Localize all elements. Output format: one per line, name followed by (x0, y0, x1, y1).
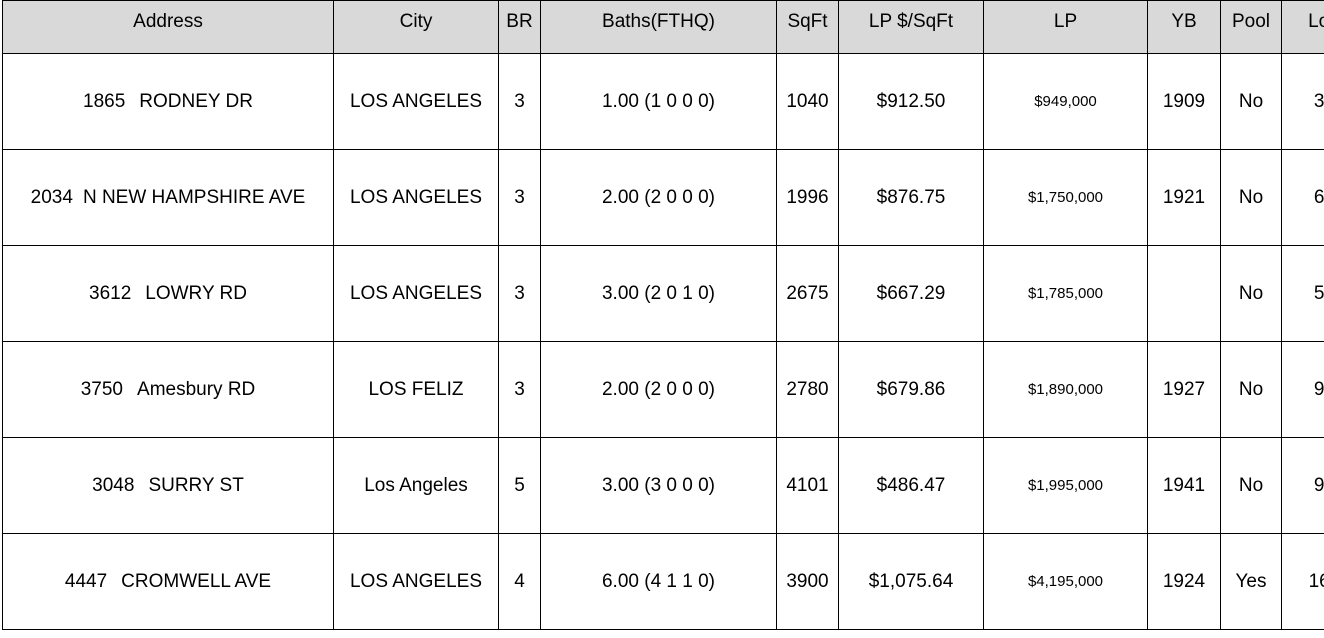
cell-yb (1147, 245, 1221, 342)
cell-br: 4 (498, 533, 541, 630)
cell-lp: $949,000 (983, 53, 1148, 150)
header-sqft: SqFt (776, 0, 839, 54)
cell-sqft: 4101 (776, 437, 839, 534)
cell-baths: 3.00 (3 0 0 0) (540, 437, 777, 534)
cell-lot: 6500 (1281, 149, 1324, 246)
cell-yb: 1921 (1147, 149, 1221, 246)
cell-lp-sqft: $876.75 (838, 149, 984, 246)
cell-address: 1865 RODNEY DR (2, 53, 334, 150)
address-number: 3612 (89, 282, 132, 304)
cell-city: LOS ANGELES (333, 533, 499, 630)
cell-br: 5 (498, 437, 541, 534)
cell-pool: No (1220, 437, 1282, 534)
table-row: 3048 SURRY ST Los Angeles 5 3.00 (3 0 0 0… (2, 437, 1324, 534)
header-lot: Lot Sz (1281, 0, 1324, 54)
header-baths: Baths(FTHQ) (540, 0, 777, 54)
address-number: 3048 (92, 474, 135, 496)
table-row: 4447 CROMWELL AVE LOS ANGELES 4 6.00 (4 1… (2, 533, 1324, 630)
address-street: CROMWELL AVE (121, 570, 272, 592)
cell-address: 3048 SURRY ST (2, 437, 334, 534)
cell-city: LOS ANGELES (333, 149, 499, 246)
header-br: BR (498, 0, 541, 54)
cell-lot: 5428 (1281, 245, 1324, 342)
address-number: 3750 (80, 378, 124, 400)
cell-lot: 3504 (1281, 53, 1324, 150)
cell-sqft: 3900 (776, 533, 839, 630)
cell-sqft: 1040 (776, 53, 839, 150)
cell-pool: No (1220, 341, 1282, 438)
cell-lp: $1,785,000 (983, 245, 1148, 342)
cell-pool: Yes (1220, 533, 1282, 630)
header-yb: YB (1147, 0, 1221, 54)
cell-baths: 1.00 (1 0 0 0) (540, 53, 777, 150)
header-row: Address City BR Baths(FTHQ) SqFt LP $/Sq… (2, 0, 1324, 54)
cell-lp: $1,750,000 (983, 149, 1148, 246)
cell-address: 3750 Amesbury RD (2, 341, 334, 438)
cell-city: LOS ANGELES (333, 245, 499, 342)
cell-lot: 9169 (1281, 341, 1324, 438)
address-number: 1865 (83, 90, 126, 112)
cell-sqft: 1996 (776, 149, 839, 246)
cell-br: 3 (498, 53, 541, 150)
cell-br: 3 (498, 149, 541, 246)
cell-yb: 1941 (1147, 437, 1221, 534)
cell-city: Los Angeles (333, 437, 499, 534)
cell-yb: 1927 (1147, 341, 1221, 438)
cell-baths: 2.00 (2 0 0 0) (540, 149, 777, 246)
cell-lot: 16479 (1281, 533, 1324, 630)
cell-address: 2034 N NEW HAMPSHIRE AVE (2, 149, 334, 246)
address-street: LOWRY RD (145, 282, 247, 304)
cell-br: 3 (498, 341, 541, 438)
cell-lp: $4,195,000 (983, 533, 1148, 630)
header-city: City (333, 0, 499, 54)
cell-pool: No (1220, 149, 1282, 246)
cell-address: 3612 LOWRY RD (2, 245, 334, 342)
header-pool: Pool (1220, 0, 1282, 54)
cell-lp: $1,890,000 (983, 341, 1148, 438)
table-row: 2034 N NEW HAMPSHIRE AVE LOS ANGELES 3 2.… (2, 149, 1324, 246)
cell-lp-sqft: $679.86 (838, 341, 984, 438)
cell-city: LOS ANGELES (333, 53, 499, 150)
header-address: Address (2, 0, 334, 54)
cell-address: 4447 CROMWELL AVE (2, 533, 334, 630)
cell-lp-sqft: $1,075.64 (838, 533, 984, 630)
address-street: Amesbury RD (137, 378, 256, 400)
cell-lp: $1,995,000 (983, 437, 1148, 534)
header-lp-sqft: LP $/SqFt (838, 0, 984, 54)
cell-lot: 9318 (1281, 437, 1324, 534)
address-number: 4447 (64, 570, 108, 592)
cell-pool: No (1220, 245, 1282, 342)
cell-sqft: 2780 (776, 341, 839, 438)
cell-city: LOS FELIZ (333, 341, 499, 438)
cell-baths: 6.00 (4 1 1 0) (540, 533, 777, 630)
header-lp: LP (983, 0, 1148, 54)
cell-yb: 1924 (1147, 533, 1221, 630)
table-row: 3750 Amesbury RD LOS FELIZ 3 2.00 (2 0 0 … (2, 341, 1324, 438)
cell-br: 3 (498, 245, 541, 342)
address-street: N NEW HAMPSHIRE AVE (82, 186, 306, 208)
cell-lp-sqft: $667.29 (838, 245, 984, 342)
cell-lp-sqft: $912.50 (838, 53, 984, 150)
table-row: 1865 RODNEY DR LOS ANGELES 3 1.00 (1 0 0 … (2, 53, 1324, 150)
address-number: 2034 (30, 186, 73, 208)
address-street: SURRY ST (148, 474, 244, 496)
cell-lp-sqft: $486.47 (838, 437, 984, 534)
cell-baths: 3.00 (2 0 1 0) (540, 245, 777, 342)
cell-yb: 1909 (1147, 53, 1221, 150)
cell-sqft: 2675 (776, 245, 839, 342)
table-row: 3612 LOWRY RD LOS ANGELES 3 3.00 (2 0 1 0… (2, 245, 1324, 342)
address-street: RODNEY DR (139, 90, 253, 112)
cell-pool: No (1220, 53, 1282, 150)
cell-baths: 2.00 (2 0 0 0) (540, 341, 777, 438)
